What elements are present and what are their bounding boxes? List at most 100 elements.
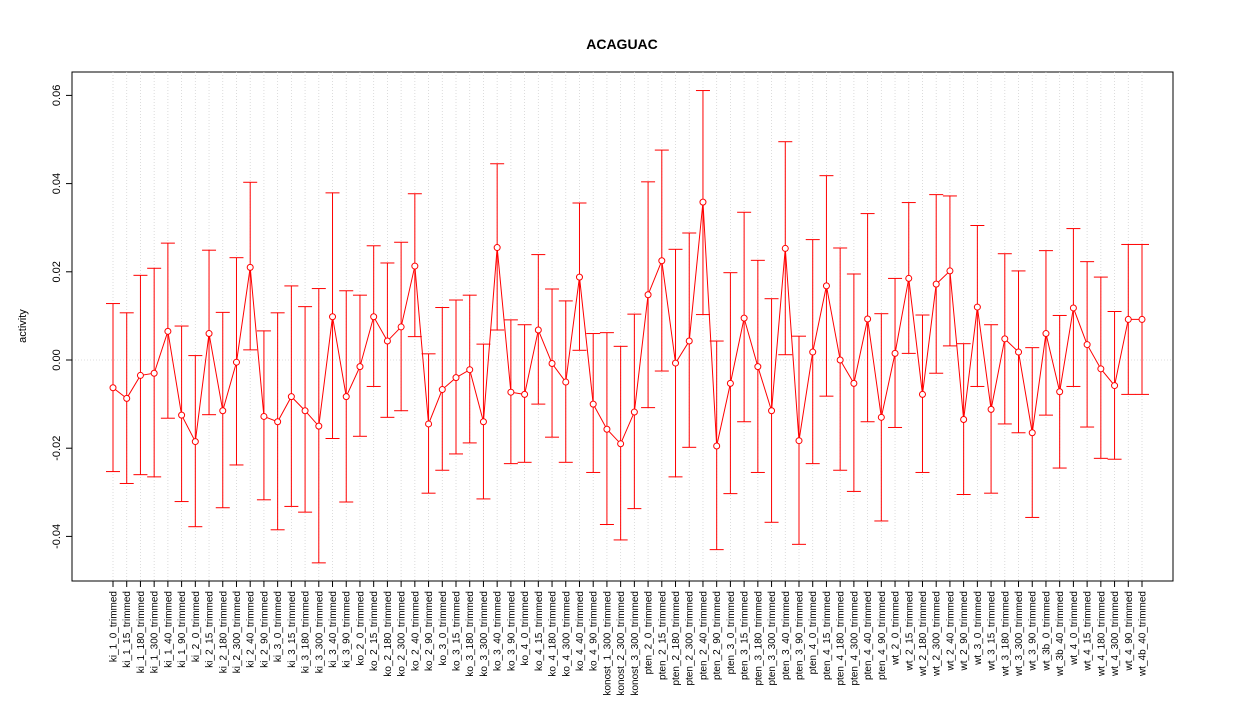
data-point (850, 379, 858, 387)
x-tick-label: wt_4_15_trimmed (1083, 591, 1094, 671)
x-tick-label: wt_4_0_trimmed (1069, 591, 1080, 666)
data-point (507, 388, 515, 396)
data-point (178, 411, 186, 419)
data-point (150, 369, 158, 377)
x-tick-label: wt_3_15_trimmed (987, 591, 998, 671)
x-tick-label: ko_2_15_trimmed (369, 591, 380, 671)
x-tick-label: pten_3_0_trimmed (726, 591, 737, 674)
data-point (370, 313, 378, 321)
x-tick-label: wt_2_300_trimmed (932, 591, 943, 677)
x-tick-label: wt_2_40_trimmed (945, 591, 956, 671)
x-tick-label: pten_4_40_trimmed (863, 591, 874, 680)
data-point (342, 393, 350, 401)
x-tick-label: ki_2_180_trimmed (218, 591, 229, 673)
data-point (836, 356, 844, 364)
data-point (232, 358, 240, 366)
series-line (112, 202, 1142, 447)
x-tick-label: wt_3_300_trimmed (1014, 591, 1025, 677)
x-tick-label: ki_2_40_trimmed (246, 591, 257, 668)
data-point (603, 425, 611, 433)
x-tick-label: konost_2_300_trimmed (616, 591, 627, 696)
data-point (630, 408, 638, 416)
x-tick-label: ki_2_300_trimmed (232, 591, 243, 673)
x-tick-label: ki_3_180_trimmed (301, 591, 312, 673)
data-point (287, 393, 295, 401)
x-tick-label: ko_3_300_trimmed (479, 591, 490, 677)
data-point (191, 438, 199, 446)
x-tick-label: ki_3_300_trimmed (314, 591, 325, 673)
data-point (1138, 315, 1146, 323)
x-tick-label: pten_4_15_trimmed (822, 591, 833, 680)
x-tick-label: ki_1_90_trimmed (177, 591, 188, 668)
data-point (617, 440, 625, 448)
x-tick-label: ko_4_300_trimmed (561, 591, 572, 677)
x-tick-label: ki_1_15_trimmed (122, 591, 133, 668)
data-point (383, 337, 391, 345)
x-tick-label: ko_3_0_trimmed (438, 591, 449, 665)
data-point (493, 244, 501, 252)
data-point (1069, 304, 1077, 312)
data-point (740, 314, 748, 322)
x-tick-label: wt_2_15_trimmed (904, 591, 915, 671)
y-axis-label: activity (17, 309, 29, 343)
data-point (425, 420, 433, 428)
x-tick-label: ko_3_90_trimmed (506, 591, 517, 671)
data-point (973, 303, 981, 311)
grid-layer (72, 72, 1173, 581)
data-point (781, 244, 789, 252)
x-tick-label: wt_3_0_trimmed (973, 591, 984, 666)
x-tick-label: pten_3_15_trimmed (740, 591, 751, 680)
y-tick-label: 0.06 (51, 85, 63, 106)
data-point (548, 360, 556, 368)
x-tick-label: pten_4_0_trimmed (808, 591, 819, 674)
x-tick-label: ko_2_90_trimmed (424, 591, 435, 671)
data-point (219, 407, 227, 415)
data-point (534, 326, 542, 334)
data-point (905, 274, 913, 282)
x-tick-label: ko_3_180_trimmed (465, 591, 476, 677)
data-point (877, 413, 885, 421)
x-tick-label: ko_4_0_trimmed (520, 591, 531, 665)
data-point (918, 390, 926, 398)
data-point (205, 330, 213, 338)
x-tick-label: wt_3b_0_trimmed (1041, 591, 1052, 671)
data-point (1001, 335, 1009, 343)
x-tick-label: wt_3b_40_trimmed (1055, 591, 1066, 677)
x-tick-label: ko_3_15_trimmed (452, 591, 463, 671)
data-point (987, 405, 995, 413)
data-point (246, 263, 254, 271)
x-tick-label: pten_3_40_trimmed (781, 591, 792, 680)
x-tick-label: pten_4_90_trimmed (877, 591, 888, 680)
x-tick-label: wt_4_300_trimmed (1110, 591, 1121, 677)
data-point (644, 291, 652, 299)
data-point (809, 348, 817, 356)
data-point (672, 359, 680, 367)
data-point (946, 267, 954, 275)
data-point (658, 257, 666, 265)
data-point (315, 422, 323, 430)
x-tick-label: pten_3_300_trimmed (767, 591, 778, 686)
data-point (575, 273, 583, 281)
y-tick-label: 0.02 (51, 261, 63, 282)
x-tick-label: pten_2_180_trimmed (671, 591, 682, 686)
x-tick-label: ko_3_40_trimmed (493, 591, 504, 671)
x-tick-label: ko_2_0_trimmed (355, 591, 366, 665)
data-point (136, 371, 144, 379)
x-tick-label: pten_2_15_trimmed (657, 591, 668, 680)
data-point (726, 379, 734, 387)
x-tick-label: ko_2_300_trimmed (397, 591, 408, 677)
x-tick-label: ki_1_40_trimmed (163, 591, 174, 668)
x-tick-label: pten_3_180_trimmed (753, 591, 764, 686)
data-point (123, 394, 131, 402)
x-tick-label: pten_2_0_trimmed (644, 591, 655, 674)
data-point (562, 378, 570, 386)
data-point (1097, 365, 1105, 373)
y-axis: -0.04 -0.02 0.00 0.02 0.04 0.06 (51, 85, 73, 549)
x-tick-label: ki_3_0_trimmed (273, 591, 284, 662)
chart-title: ACAGUAC (586, 36, 658, 52)
series-polyline (112, 202, 1142, 447)
data-point (1124, 315, 1132, 323)
y-tick-label: 0.04 (51, 173, 63, 194)
x-tick-label: pten_2_40_trimmed (698, 591, 709, 680)
